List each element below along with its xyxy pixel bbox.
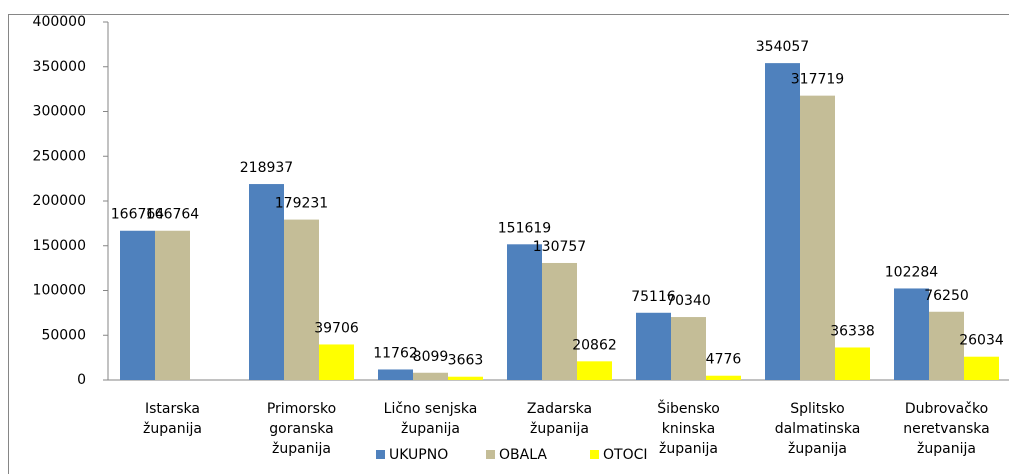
value-label: 354057 [756,39,809,55]
x-tick-label: Zadarska [527,401,592,417]
x-tick-label: Primorsko [267,401,336,417]
value-label: 11762 [373,345,418,361]
x-tick-label: županija [788,441,847,457]
value-label: 218937 [240,160,293,176]
bar [448,376,483,380]
y-tick-label: 400000 [33,14,86,30]
bar [765,63,800,380]
value-label: 102284 [885,264,939,280]
bar [671,317,706,380]
y-tick-label: 100000 [33,283,86,299]
y-tick-label: 350000 [33,59,86,75]
bar [507,244,542,380]
y-tick-label: 300000 [33,104,86,120]
x-tick-label: kninska [662,421,715,437]
bar [800,95,835,381]
value-label: 166764 [111,207,165,223]
legend-label: OTOCI [603,447,648,463]
x-tick-label: županija [143,421,202,437]
bar [964,356,999,380]
bar [577,361,612,380]
x-tick-label: goranska [269,421,333,437]
value-label: 75116 [631,289,676,305]
value-label: 76250 [924,288,969,304]
x-tick-label: županija [917,441,976,457]
legend-swatch [486,450,495,459]
x-tick-label: Splitsko [790,401,845,417]
bar [706,375,741,380]
y-tick-label: 200000 [33,193,86,209]
bar [319,344,354,380]
x-tick-label: Dubrovačko [905,401,988,417]
value-label: 166764 [146,207,200,223]
bar [636,312,671,380]
bar [929,311,964,380]
x-tick-label: županija [659,441,718,457]
value-label: 26034 [959,333,1004,349]
bar [155,230,190,380]
x-tick-label: županija [530,421,589,437]
x-tick-label: Lično senjska [384,401,478,417]
bar [835,347,870,380]
bar [284,219,319,380]
y-tick-label: 150000 [33,238,86,254]
bar [249,184,284,380]
y-tick-label: 250000 [33,148,86,164]
value-label: 4776 [706,352,742,368]
x-tick-label: Šibensko [657,399,720,417]
value-label: 3663 [448,353,484,369]
x-tick-label: neretvanska [903,421,990,437]
x-tick-label: županija [401,421,460,437]
x-tick-label: Istarska [145,401,200,417]
value-label: 20862 [572,337,617,353]
legend-label: UKUPNO [389,447,448,463]
x-tick-label: županija [272,441,331,457]
bar [413,372,448,380]
value-label: 70340 [666,293,711,309]
x-tick-label: dalmatinska [775,421,861,437]
value-label: 179231 [275,196,328,212]
bar [542,262,577,380]
value-label: 130757 [533,239,586,255]
y-tick-label: 50000 [41,327,86,343]
value-label: 36338 [830,323,875,339]
value-label: 151619 [498,220,551,236]
legend-label: OBALA [499,447,547,463]
legend-swatch [376,450,385,459]
y-tick-label: 0 [77,372,86,388]
bar [120,230,155,380]
legend-swatch [590,450,599,459]
value-label: 8099 [413,349,449,365]
value-label: 317719 [791,72,844,88]
bar [378,369,413,380]
chart-border [8,14,1009,474]
bar [894,288,929,380]
value-label: 39706 [314,320,359,336]
